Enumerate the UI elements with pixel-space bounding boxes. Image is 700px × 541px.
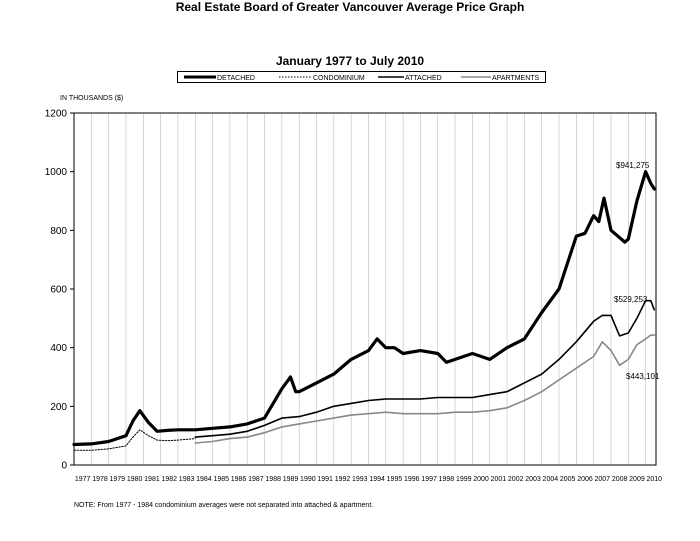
y-tick-label-400: 400	[50, 343, 67, 354]
x-tick-label-1989: 1989	[283, 476, 299, 483]
x-tick-label-2004: 2004	[543, 476, 559, 483]
y-axis-unit-label: IN THOUSANDS ($)	[60, 95, 124, 102]
y-axis: 0 200 400 600 800 1000 1200	[45, 109, 74, 472]
x-tick-label-1993: 1993	[352, 476, 368, 483]
annotations: $941,275 $529,253 $443,101	[614, 161, 660, 381]
x-tick-label-1986: 1986	[231, 476, 247, 483]
x-tick-label-2002: 2002	[508, 476, 524, 483]
x-tick-label-2009: 2009	[629, 476, 645, 483]
x-tick-label-1991: 1991	[317, 476, 333, 483]
footnote: NOTE: From 1977 - 1984 condominium avera…	[74, 502, 374, 509]
x-tick-label-2006: 2006	[577, 476, 593, 483]
y-tick-label-200: 200	[50, 402, 67, 413]
annotation-label: $529,253	[614, 295, 648, 304]
x-tick-label-1987: 1987	[248, 476, 264, 483]
x-tick-label-1998: 1998	[439, 476, 455, 483]
x-tick-label-1997: 1997	[421, 476, 437, 483]
series-line-apartments	[194, 334, 656, 444]
x-tick-label-1983: 1983	[179, 476, 195, 483]
x-tick-label-1988: 1988	[265, 476, 281, 483]
x-tick-label-1999: 1999	[456, 476, 472, 483]
x-tick-label-2001: 2001	[491, 476, 507, 483]
y-tick-label-600: 600	[50, 285, 67, 296]
x-tick-label-1996: 1996	[404, 476, 420, 483]
legend-label-attached: ATTACHED	[405, 75, 442, 82]
x-tick-label-1979: 1979	[110, 476, 126, 483]
x-tick-label-1985: 1985	[213, 476, 229, 483]
series-line-detached	[72, 170, 656, 447]
x-tick-label-2010: 2010	[646, 476, 662, 483]
x-tick-label-2008: 2008	[612, 476, 628, 483]
x-tick-label-1978: 1978	[92, 476, 108, 483]
x-tick-label-1977: 1977	[75, 476, 91, 483]
x-tick-label-1982: 1982	[161, 476, 177, 483]
series-lines	[72, 170, 656, 451]
x-tick-label-1994: 1994	[369, 476, 385, 483]
x-tick-label-1990: 1990	[300, 476, 316, 483]
x-axis: 1977 1978 1979 1980 1981 1982 1983 1984 1985 1986…	[75, 476, 662, 483]
y-tick-label-0: 0	[61, 461, 67, 472]
y-tick-label-1200: 1200	[45, 109, 68, 120]
legend-label-detached: DETACHED	[217, 75, 255, 82]
x-tick-label-2003: 2003	[525, 476, 541, 483]
x-tick-label-1981: 1981	[144, 476, 160, 483]
x-tick-label-2000: 2000	[473, 476, 489, 483]
annotation-label: $443,101	[626, 372, 660, 381]
x-tick-label-1980: 1980	[127, 476, 143, 483]
legend: DETACHED CONDOMINIUM ATTACHED APARTMENTS	[177, 71, 546, 83]
legend-label-condominium: CONDOMINIUM	[313, 75, 365, 82]
vertical-gridlines	[73, 113, 646, 465]
y-tick-label-800: 800	[50, 226, 67, 237]
chart-title: Real Estate Board of Greater Vancouver A…	[175, 0, 525, 14]
x-tick-label-2005: 2005	[560, 476, 576, 483]
chart-subtitle: January 1977 to July 2010	[275, 54, 425, 68]
x-tick-label-1984: 1984	[196, 476, 212, 483]
x-tick-label-1995: 1995	[387, 476, 403, 483]
series-line-attached	[194, 299, 656, 438]
x-tick-label-2007: 2007	[595, 476, 611, 483]
series-line-condominium	[73, 429, 196, 451]
y-tick-label-1000: 1000	[45, 167, 68, 178]
legend-label-apartments: APARTMENTS	[492, 75, 540, 82]
annotation-label: $941,275	[616, 161, 650, 170]
plot-area	[73, 112, 657, 466]
x-tick-label-1992: 1992	[335, 476, 351, 483]
